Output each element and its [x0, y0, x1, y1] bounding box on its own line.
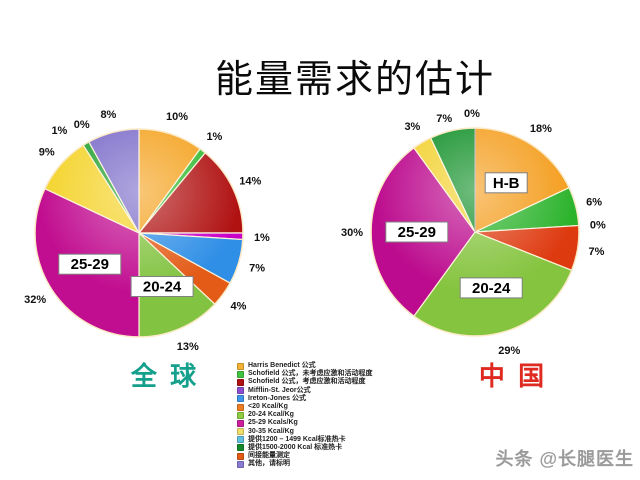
slice-callout-box — [459, 277, 523, 299]
percent-label: 3% — [404, 121, 420, 133]
percent-label: 0% — [464, 108, 480, 120]
percent-label: 29% — [498, 345, 520, 357]
legend-swatch-icon — [237, 387, 244, 395]
percent-label: 1% — [206, 131, 222, 143]
legend-swatch-icon — [237, 411, 244, 419]
percent-label: 1% — [254, 232, 270, 244]
legend-item-label: 间接能量测定 — [248, 452, 290, 460]
percent-label: 0% — [590, 219, 606, 231]
slice-callout-box — [484, 172, 528, 194]
percent-label: 4% — [231, 300, 247, 312]
legend-swatch-icon — [237, 370, 244, 378]
legend-item: Mifflin-St. Jeor公式 — [237, 387, 427, 395]
china-pie-chart: 18% H-B 6% 0% 7% 29% 20-24 30% 25-29 3% 7% 0% — [341, 108, 606, 357]
legend: Harris Benedict 公式 Schofield 公式，未考虑应激和活动程… — [237, 362, 427, 468]
legend-swatch-icon — [237, 452, 244, 460]
legend-swatch-icon — [237, 403, 244, 411]
legend-item: 提供1500-2000 Kcal 标准热卡 — [237, 444, 427, 452]
legend-swatch-icon — [237, 378, 244, 386]
percent-label: 13% — [177, 341, 199, 353]
slice-callout-label: 20-24 — [143, 279, 182, 296]
percent-label: 7% — [436, 113, 452, 125]
legend-item-label: Schofield 公式，考虑应激和活动程度 — [248, 378, 366, 386]
percent-label: 1% — [51, 125, 67, 137]
legend-item-label: Ireton-Jones 公式 — [248, 394, 306, 402]
legend-item: Harris Benedict 公式 — [237, 362, 427, 370]
legend-swatch-icon — [237, 460, 244, 468]
legend-item: Ireton-Jones 公式 — [237, 395, 427, 403]
legend-item: 20-24 Kcal/Kg — [237, 411, 427, 419]
percent-label: 32% — [24, 294, 46, 306]
legend-item: Schofield 公式，考虑应激和活动程度 — [237, 378, 427, 386]
slice-callout-label: 25-29 — [71, 256, 109, 273]
legend-item-label: Harris Benedict 公式 — [248, 362, 316, 370]
percent-label: 7% — [249, 262, 265, 274]
legend-item-label: 提供1500-2000 Kcal 标准热卡 — [248, 443, 343, 451]
legend-item: 30-35 Kcal/Kg — [237, 428, 427, 436]
legend-item-label: 30-35 Kcal/Kg — [248, 427, 294, 435]
percent-label: 6% — [586, 196, 602, 208]
percent-label: 30% — [341, 227, 363, 239]
legend-item-label: Schofield 公式，未考虑应激和活动程度 — [248, 370, 373, 378]
slice-callout-box — [385, 221, 449, 243]
legend-item: 提供1200 – 1499 Kcal标准热卡 — [237, 436, 427, 444]
legend-item-label: 20-24 Kcal/Kg — [248, 411, 294, 419]
legend-item: <20 Kcal/Kg — [237, 403, 427, 411]
percent-label: 7% — [589, 246, 605, 258]
china-pie-caption: 中 国 — [478, 361, 548, 391]
legend-item: 25-29 Kcals/Kg — [237, 419, 427, 427]
legend-item: Schofield 公式，未考虑应激和活动程度 — [237, 370, 427, 378]
percent-label: 14% — [239, 176, 261, 188]
slice-callout-label: H-B — [493, 175, 520, 192]
legend-swatch-icon — [237, 419, 244, 427]
legend-swatch-icon — [237, 395, 244, 403]
legend-swatch-icon — [237, 436, 244, 444]
legend-swatch-icon — [237, 362, 244, 370]
pie-gloss-overlay — [34, 128, 244, 338]
legend-swatch-icon — [237, 428, 244, 436]
watermark: 头条 @长腿医生 — [495, 449, 634, 469]
legend-item: 间接能量测定 — [237, 452, 427, 460]
percent-label: 9% — [39, 147, 55, 159]
percent-label: 10% — [166, 111, 188, 123]
legend-item-label: 其他，请标明 — [248, 460, 290, 468]
legend-item-label: 提供1200 – 1499 Kcal标准热卡 — [248, 435, 346, 443]
percent-label: 18% — [530, 123, 552, 135]
percent-label: 0% — [74, 119, 90, 131]
legend-item-label: Mifflin-St. Jeor公式 — [248, 386, 311, 394]
legend-item: 其他，请标明 — [237, 460, 427, 468]
percent-label: 8% — [100, 109, 116, 121]
legend-item-label: 25-29 Kcals/Kg — [248, 419, 298, 427]
slice-callout-label: 20-24 — [472, 280, 511, 297]
global-pie-chart: 10% 1% 14% 1% 7% 4% 13% 20-24 32% 25-29 9% 1% 0% 8% — [24, 109, 270, 353]
slice-callout-box — [58, 253, 122, 275]
legend-swatch-icon — [237, 444, 244, 452]
legend-item-label: <20 Kcal/Kg — [248, 403, 288, 411]
global-pie-caption: 全 球 — [130, 361, 200, 391]
slice-callout-label: 25-29 — [398, 224, 436, 241]
page-title: 能量需求的估计 — [214, 59, 495, 101]
slice-callout-box — [130, 276, 194, 297]
